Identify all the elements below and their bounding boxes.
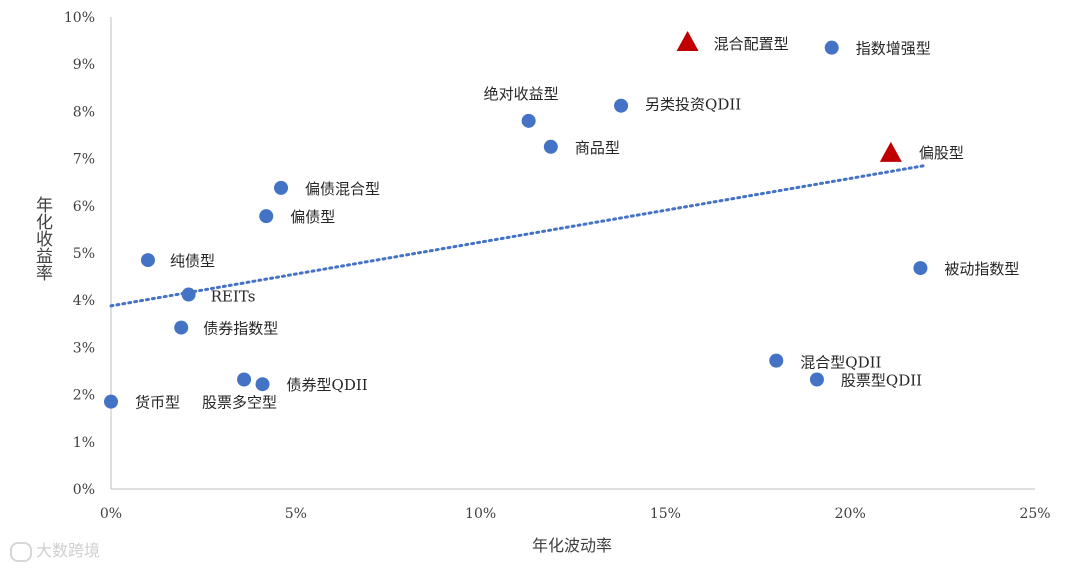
point-label: REITs xyxy=(211,288,256,306)
circle-point xyxy=(769,353,784,368)
data-points xyxy=(104,30,928,409)
triangle-point xyxy=(676,30,699,51)
point-label: 混合型QDII xyxy=(800,354,881,372)
y-tick-label: 7% xyxy=(73,152,95,168)
axes xyxy=(110,17,1035,490)
circle-point xyxy=(614,98,629,113)
point-label: 债券型QDII xyxy=(287,376,368,394)
point-label: 混合配置型 xyxy=(714,35,789,53)
y-tick-label: 0% xyxy=(73,482,95,498)
point-label: 股票多空型 xyxy=(202,393,277,411)
point-label: 绝对收益型 xyxy=(484,85,559,103)
x-tick-label: 25% xyxy=(1019,506,1050,522)
x-axis-title: 年化波动率 xyxy=(532,536,612,555)
point-label: 纯债型 xyxy=(170,252,215,270)
circle-point xyxy=(543,139,558,154)
y-tick-label: 8% xyxy=(73,104,95,120)
x-tick-label: 0% xyxy=(100,506,122,522)
circle-point xyxy=(255,377,270,392)
trendline-dotted xyxy=(109,164,926,308)
triangle-point xyxy=(879,141,902,162)
y-tick-label: 4% xyxy=(73,293,95,309)
circle-point xyxy=(140,253,155,268)
watermark: 大数跨境 xyxy=(10,537,100,562)
x-tick-label: 5% xyxy=(285,506,307,522)
point-label: 货币型 xyxy=(135,394,180,412)
circle-point xyxy=(181,287,196,302)
y-tick-label: 1% xyxy=(73,435,95,451)
y-tick-label: 10% xyxy=(64,10,95,26)
point-label: 指数增强型 xyxy=(856,40,931,58)
circle-point xyxy=(913,261,928,276)
circle-point xyxy=(824,40,839,55)
trendline xyxy=(109,164,926,308)
watermark-text: 大数跨境 xyxy=(36,541,101,560)
point-label: 偏债型 xyxy=(290,208,335,226)
y-tick-label: 5% xyxy=(73,246,95,262)
circle-point xyxy=(237,372,252,387)
watermark-logo-icon xyxy=(10,541,32,562)
y-tick-label: 6% xyxy=(73,199,95,215)
y-tick-label: 9% xyxy=(73,57,95,73)
point-label: 偏债混合型 xyxy=(305,180,380,198)
tick-labels: 0% 1% 2% 3% 4% 5% 6% 7% 8% 9% 10% 0% 5% 10% 15% 20% 25% xyxy=(64,10,1051,522)
point-label: 另类投资QDII xyxy=(645,96,741,114)
circle-point xyxy=(521,113,536,128)
circle-point xyxy=(259,209,274,224)
y-tick-label: 2% xyxy=(73,388,95,404)
point-label: 被动指数型 xyxy=(944,260,1019,278)
circle-point xyxy=(809,372,824,387)
circle-point xyxy=(174,320,189,335)
point-label: 偏股型 xyxy=(919,144,964,162)
point-label: 商品型 xyxy=(575,139,620,157)
point-label: 股票型QDII xyxy=(841,371,922,389)
circle-point xyxy=(274,180,289,195)
y-axis-title: 年化收益率 xyxy=(32,196,52,281)
x-tick-label: 10% xyxy=(465,506,496,522)
point-label: 债券指数型 xyxy=(203,320,278,338)
x-tick-label: 15% xyxy=(650,506,681,522)
y-tick-label: 3% xyxy=(73,340,95,356)
circle-point xyxy=(104,394,118,409)
x-tick-label: 20% xyxy=(835,506,866,522)
